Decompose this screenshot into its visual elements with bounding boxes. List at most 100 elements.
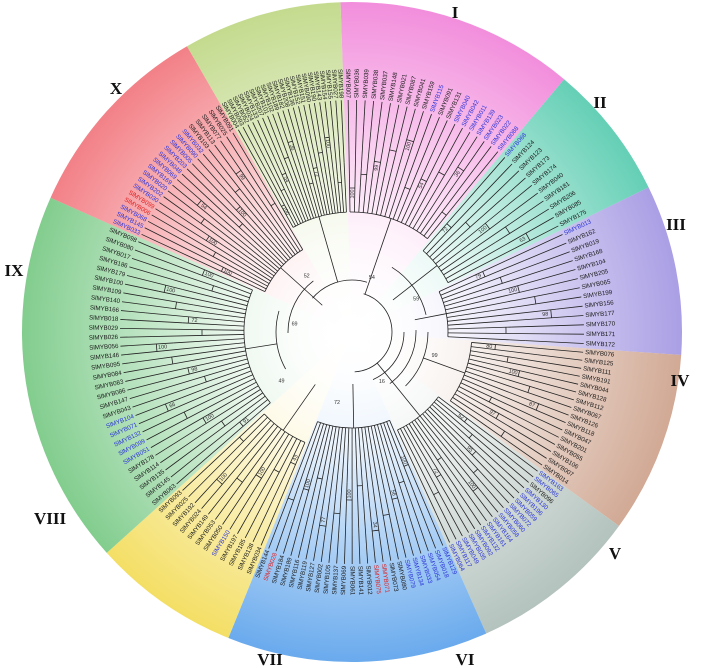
tip-branch	[222, 460, 266, 525]
tip-branch	[247, 124, 279, 186]
internal-branch	[188, 346, 246, 356]
tip-branch	[347, 100, 350, 183]
tip-branch	[441, 127, 463, 167]
internal-branch	[404, 196, 420, 225]
internal-branch	[321, 426, 337, 509]
internal-branch	[373, 425, 389, 483]
bootstrap-value: 100	[222, 268, 233, 277]
tip-branch	[525, 371, 579, 385]
backbone-branch	[311, 291, 393, 373]
tip-branch	[443, 479, 476, 530]
internal-branch	[238, 428, 282, 488]
leaf-label: SlMYB073	[388, 562, 400, 593]
internal-branch	[447, 308, 557, 322]
internal-branch	[320, 426, 334, 485]
tip-branch	[170, 448, 207, 478]
bootstrap-value: 16	[379, 379, 385, 385]
leaf-label: SlMYB105	[322, 564, 332, 594]
tip-branch	[282, 110, 298, 158]
internal-branch	[200, 366, 250, 385]
tip-branch	[500, 466, 525, 489]
tip-branch	[176, 179, 215, 213]
internal-branch	[231, 205, 287, 263]
tip-branch	[486, 426, 543, 466]
internal-branch	[223, 245, 273, 279]
internal-branch	[183, 358, 248, 376]
tip-branch	[138, 241, 166, 254]
internal-branch	[184, 247, 267, 290]
tip-branch	[537, 354, 583, 361]
leaf-label: SlMYB172	[586, 340, 616, 348]
tip-branch	[340, 100, 345, 163]
tip-branch	[544, 405, 569, 416]
internal-branch	[388, 157, 409, 218]
internal-branch	[416, 161, 462, 232]
bootstrap-value: 36	[454, 170, 462, 178]
internal-branch	[213, 211, 280, 270]
bootstrap-value: 100	[219, 472, 229, 483]
bootstrap-value: 100	[204, 271, 215, 280]
internal-branch	[423, 206, 446, 237]
internal-branch	[204, 354, 247, 365]
clade-label-III: III	[666, 215, 686, 234]
tip-branch	[476, 438, 529, 483]
internal-branch	[380, 167, 393, 216]
tip-branch	[272, 113, 295, 174]
tip-branch	[487, 234, 563, 270]
tip-branch	[390, 104, 400, 145]
internal-branch	[217, 228, 277, 274]
internal-branch	[471, 342, 502, 346]
tip-branch	[232, 132, 254, 167]
internal-branch	[412, 189, 437, 229]
tip-branch	[425, 116, 440, 150]
sector-clade-II	[352, 79, 649, 332]
tip-branch	[511, 324, 584, 328]
internal-branch	[377, 424, 400, 504]
tip-branch	[208, 464, 248, 515]
tip-branch	[489, 185, 533, 220]
tip-branch	[511, 386, 572, 408]
tip-branch	[514, 225, 559, 249]
internal-branch	[278, 185, 299, 225]
tip-branch	[362, 491, 369, 564]
internal-branch	[196, 272, 252, 295]
internal-branch	[408, 166, 442, 227]
leaf-label: SlMYB190	[306, 72, 318, 103]
tip-branch	[165, 429, 221, 471]
tip-branch	[535, 387, 574, 401]
internal-branch	[166, 350, 246, 366]
bootstrap-value: 54	[282, 176, 290, 184]
tip-branch	[419, 506, 436, 549]
tip-branch	[244, 477, 277, 539]
internal-branch	[217, 385, 259, 410]
tip-branch	[282, 529, 292, 554]
bootstrap-value: 100	[324, 139, 331, 149]
bootstrap-value: 72	[334, 400, 340, 406]
tip-branch	[501, 371, 577, 393]
internal-branch	[396, 149, 427, 222]
internal-branch	[358, 168, 362, 213]
clade-label-VIII: VIII	[34, 509, 67, 528]
bootstrap-value: 43	[292, 454, 300, 462]
tip-branch	[503, 416, 556, 445]
internal-branch	[431, 404, 502, 468]
tip-branch	[220, 140, 251, 185]
tip-branch	[336, 519, 340, 564]
sector-clade-VII	[106, 332, 352, 638]
clade-label-X: X	[110, 79, 123, 98]
internal-branch	[422, 218, 452, 252]
leaf-label: SlMYB154	[318, 70, 328, 100]
clade-stem	[318, 216, 339, 283]
internal-branch	[427, 181, 474, 239]
tip-branch	[379, 536, 384, 562]
internal-branch	[211, 193, 285, 265]
backbone-branch	[287, 267, 417, 397]
internal-branch	[162, 374, 253, 414]
leaf-label: SlMYB109	[92, 284, 123, 296]
tip-branch	[129, 266, 207, 290]
tip-branch	[120, 310, 146, 314]
internal-branch	[392, 181, 408, 220]
tip-branch	[444, 462, 487, 522]
bootstrap-value: 59	[413, 297, 419, 303]
